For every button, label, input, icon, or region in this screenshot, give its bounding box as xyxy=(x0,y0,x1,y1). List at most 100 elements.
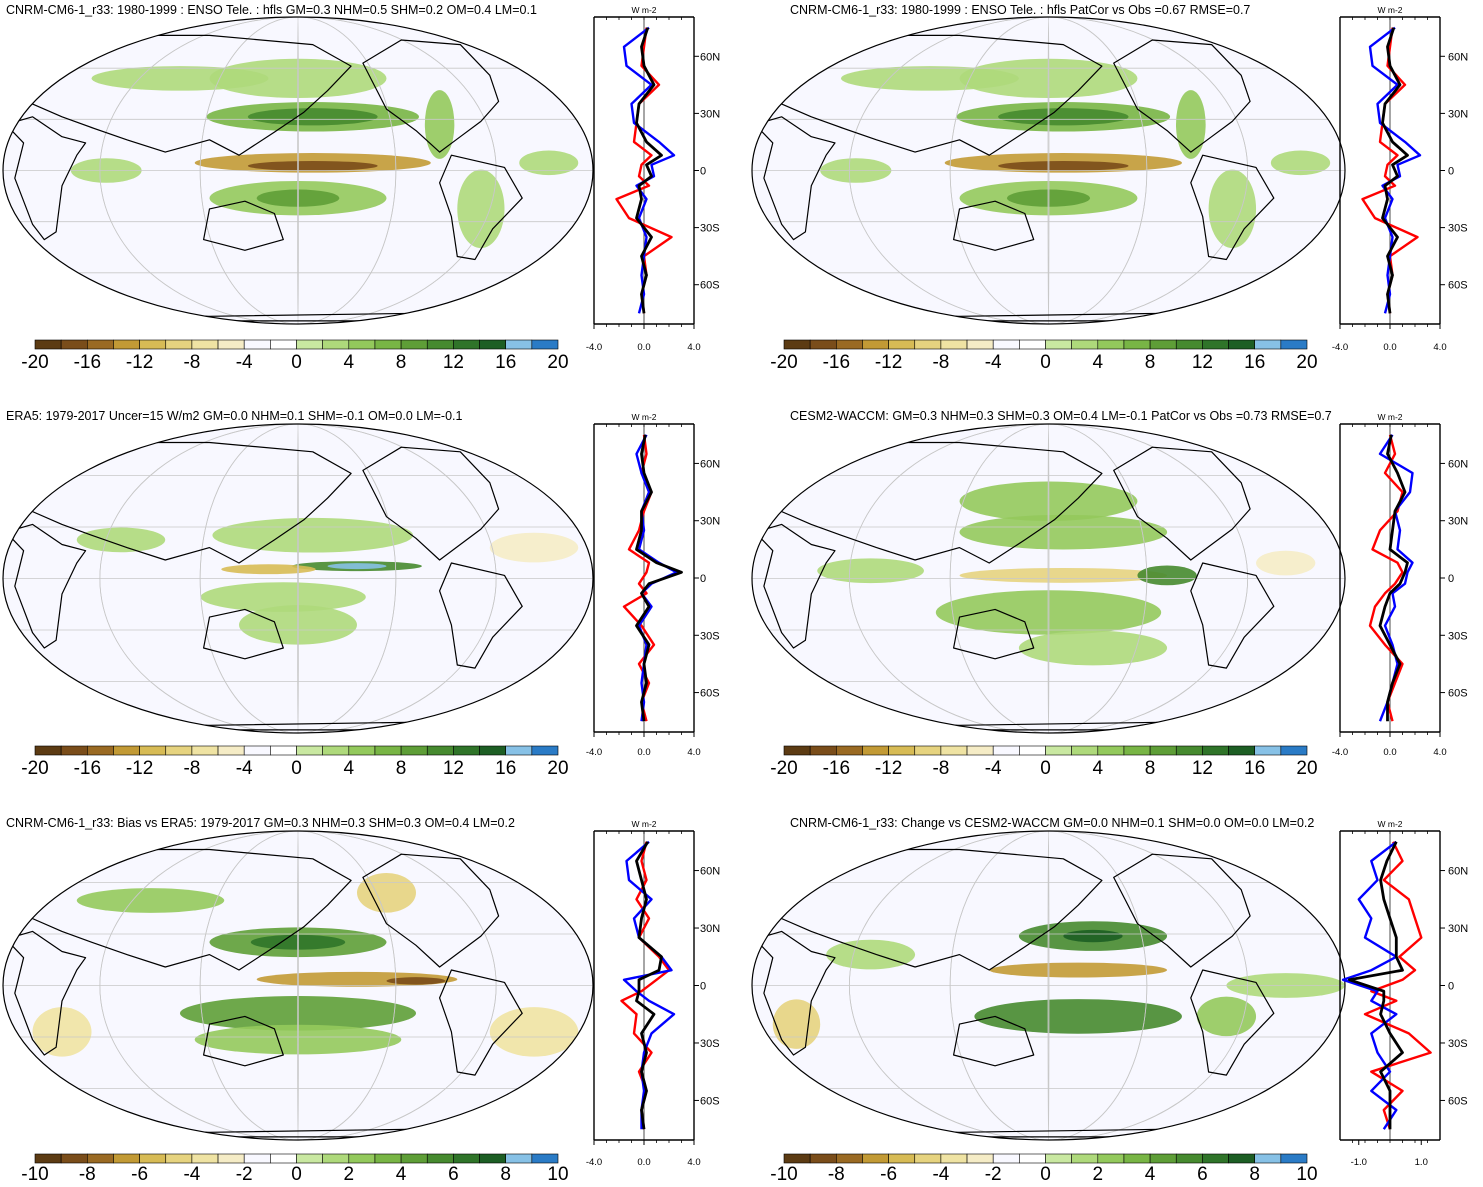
colorbar-swatch xyxy=(139,339,167,350)
colorbar-label: 20 xyxy=(1296,352,1317,373)
colorbar-label: 0 xyxy=(291,758,302,779)
colorbar-swatch xyxy=(940,339,968,350)
zonal-lat-label: 0 xyxy=(700,166,706,178)
zonal-lat-label: 30S xyxy=(700,630,720,642)
colorbar-label: 12 xyxy=(443,758,464,779)
colorbar-swatch xyxy=(888,745,916,756)
anomaly-region xyxy=(424,90,455,159)
colorbar-swatch xyxy=(940,745,968,756)
coastline-namerica xyxy=(1113,39,1251,153)
meridian-line xyxy=(99,831,497,1140)
zonal-x-label: 4.0 xyxy=(1433,342,1446,353)
colorbar-swatch xyxy=(809,745,837,756)
colorbar-label: 0 xyxy=(1040,352,1051,373)
zonal-x-label: 4.0 xyxy=(687,747,700,758)
anomaly-region xyxy=(772,999,821,1049)
anomaly-region xyxy=(221,564,316,575)
colorbar-label: -4 xyxy=(985,758,1002,779)
colorbar-label: 8 xyxy=(1249,1164,1260,1185)
colorbar-swatch xyxy=(243,339,271,350)
colorbar-label: -8 xyxy=(79,1164,96,1185)
colorbar-swatch xyxy=(835,1153,863,1164)
colorbar-swatch xyxy=(914,339,942,350)
colorbar-swatch xyxy=(322,339,350,350)
zonal-lat-label: 0 xyxy=(700,981,706,993)
zonal-lat-label: 0 xyxy=(1448,166,1454,178)
colorbar-swatch xyxy=(1149,1153,1177,1164)
colorbar-swatch xyxy=(165,745,193,756)
colorbar-swatch xyxy=(87,339,114,350)
colorbar-swatch xyxy=(914,1153,942,1164)
coastline-australia xyxy=(952,200,1035,251)
colorbar-swatch xyxy=(374,745,402,756)
colorbar-swatch xyxy=(322,745,350,756)
colorbar-swatch xyxy=(453,339,480,350)
coastline-namerica xyxy=(1113,853,1251,968)
colorbar-swatch xyxy=(191,745,219,756)
colorbar-label: -20 xyxy=(21,758,48,779)
colorbar-swatch xyxy=(1175,745,1203,756)
anomaly-region xyxy=(1137,565,1197,586)
colorbar-swatch xyxy=(1202,339,1229,350)
colorbar-swatch xyxy=(296,339,323,350)
meridian-line xyxy=(99,424,497,733)
colorbar-label: -4 xyxy=(183,1164,200,1185)
zonal-lat-label: 60S xyxy=(1448,280,1468,292)
zonal-lat-label: 30N xyxy=(1448,108,1468,120)
zonal-unit-label: W m-2 xyxy=(631,412,656,422)
coastline-samerica xyxy=(1190,969,1275,1076)
colorbar-swatch xyxy=(374,339,402,350)
colorbar-swatch xyxy=(165,339,193,350)
meridian-line xyxy=(99,17,497,324)
colorbar-label: 8 xyxy=(1145,352,1156,373)
colorbar-label: 10 xyxy=(547,1164,568,1185)
colorbar-swatch xyxy=(1149,339,1177,350)
zonal-x-label: 0.0 xyxy=(637,1157,650,1168)
colorbar-label: 8 xyxy=(396,352,407,373)
zonal-lat-label: 30S xyxy=(700,1038,720,1050)
colorbar-swatch xyxy=(1097,1153,1125,1164)
coastline-namerica xyxy=(1113,446,1251,561)
colorbar-swatch xyxy=(400,1153,428,1164)
colorbar-label: 16 xyxy=(1244,352,1265,373)
anomaly-region xyxy=(959,58,1138,99)
map-era5 xyxy=(3,424,593,733)
zonal-lat-label: 30N xyxy=(700,923,720,935)
panel-title: CNRM-CM6-1_r33: 1980-1999 : ENSO Tele. :… xyxy=(790,3,1250,17)
anomaly-region xyxy=(998,108,1129,126)
colorbar-swatch xyxy=(479,1153,506,1164)
panel-title: CNRM-CM6-1_r33: Bias vs ERA5: 1979-2017 … xyxy=(6,816,515,830)
colorbar-swatch xyxy=(426,339,454,350)
colorbar-label: 8 xyxy=(1145,758,1156,779)
colorbar-swatch xyxy=(966,745,994,756)
colorbar-swatch xyxy=(348,339,376,350)
anomaly-region xyxy=(457,169,505,249)
zonal-lat-label: 60N xyxy=(700,866,720,878)
coastline-samerica xyxy=(439,154,523,261)
colorbar-swatch xyxy=(113,745,140,756)
colorbar-label: -16 xyxy=(823,758,850,779)
colorbar-swatch xyxy=(34,745,62,756)
colorbar-swatch xyxy=(87,1153,114,1164)
colorbar-swatch xyxy=(809,339,837,350)
zonal-mean-plot: W m-2 60N 30N 0 30S 60S -4.0 0.0 4.0 xyxy=(1332,5,1468,353)
zonal-lat-label: 60N xyxy=(1448,458,1468,470)
map-border xyxy=(2,16,594,325)
colorbar-swatch xyxy=(1045,339,1072,350)
coastline-samerica xyxy=(439,969,523,1076)
anomaly-region xyxy=(1018,630,1168,666)
panel-model-mean: CNRM-CM6-1_r33: 1980-1999 : ENSO Tele. :… xyxy=(2,3,720,373)
anomaly-region xyxy=(489,1007,579,1057)
colorbar-label: -6 xyxy=(131,1164,148,1185)
coastline-australia xyxy=(952,608,1035,660)
zonal-mean-plot: W m-2 60N 30N 0 30S 60S -4.0 0.0 4.0 xyxy=(586,5,720,353)
colorbar-swatch xyxy=(243,745,271,756)
zonal-series-black xyxy=(635,27,663,314)
colorbar-label: -4 xyxy=(236,352,253,373)
colorbar-swatch xyxy=(505,745,533,756)
colorbar-label: 16 xyxy=(495,352,516,373)
zonal-lat-label: 60S xyxy=(700,1095,720,1107)
colorbar-swatch xyxy=(479,745,506,756)
colorbar-label: -20 xyxy=(770,758,797,779)
colorbar-label: 20 xyxy=(547,352,568,373)
